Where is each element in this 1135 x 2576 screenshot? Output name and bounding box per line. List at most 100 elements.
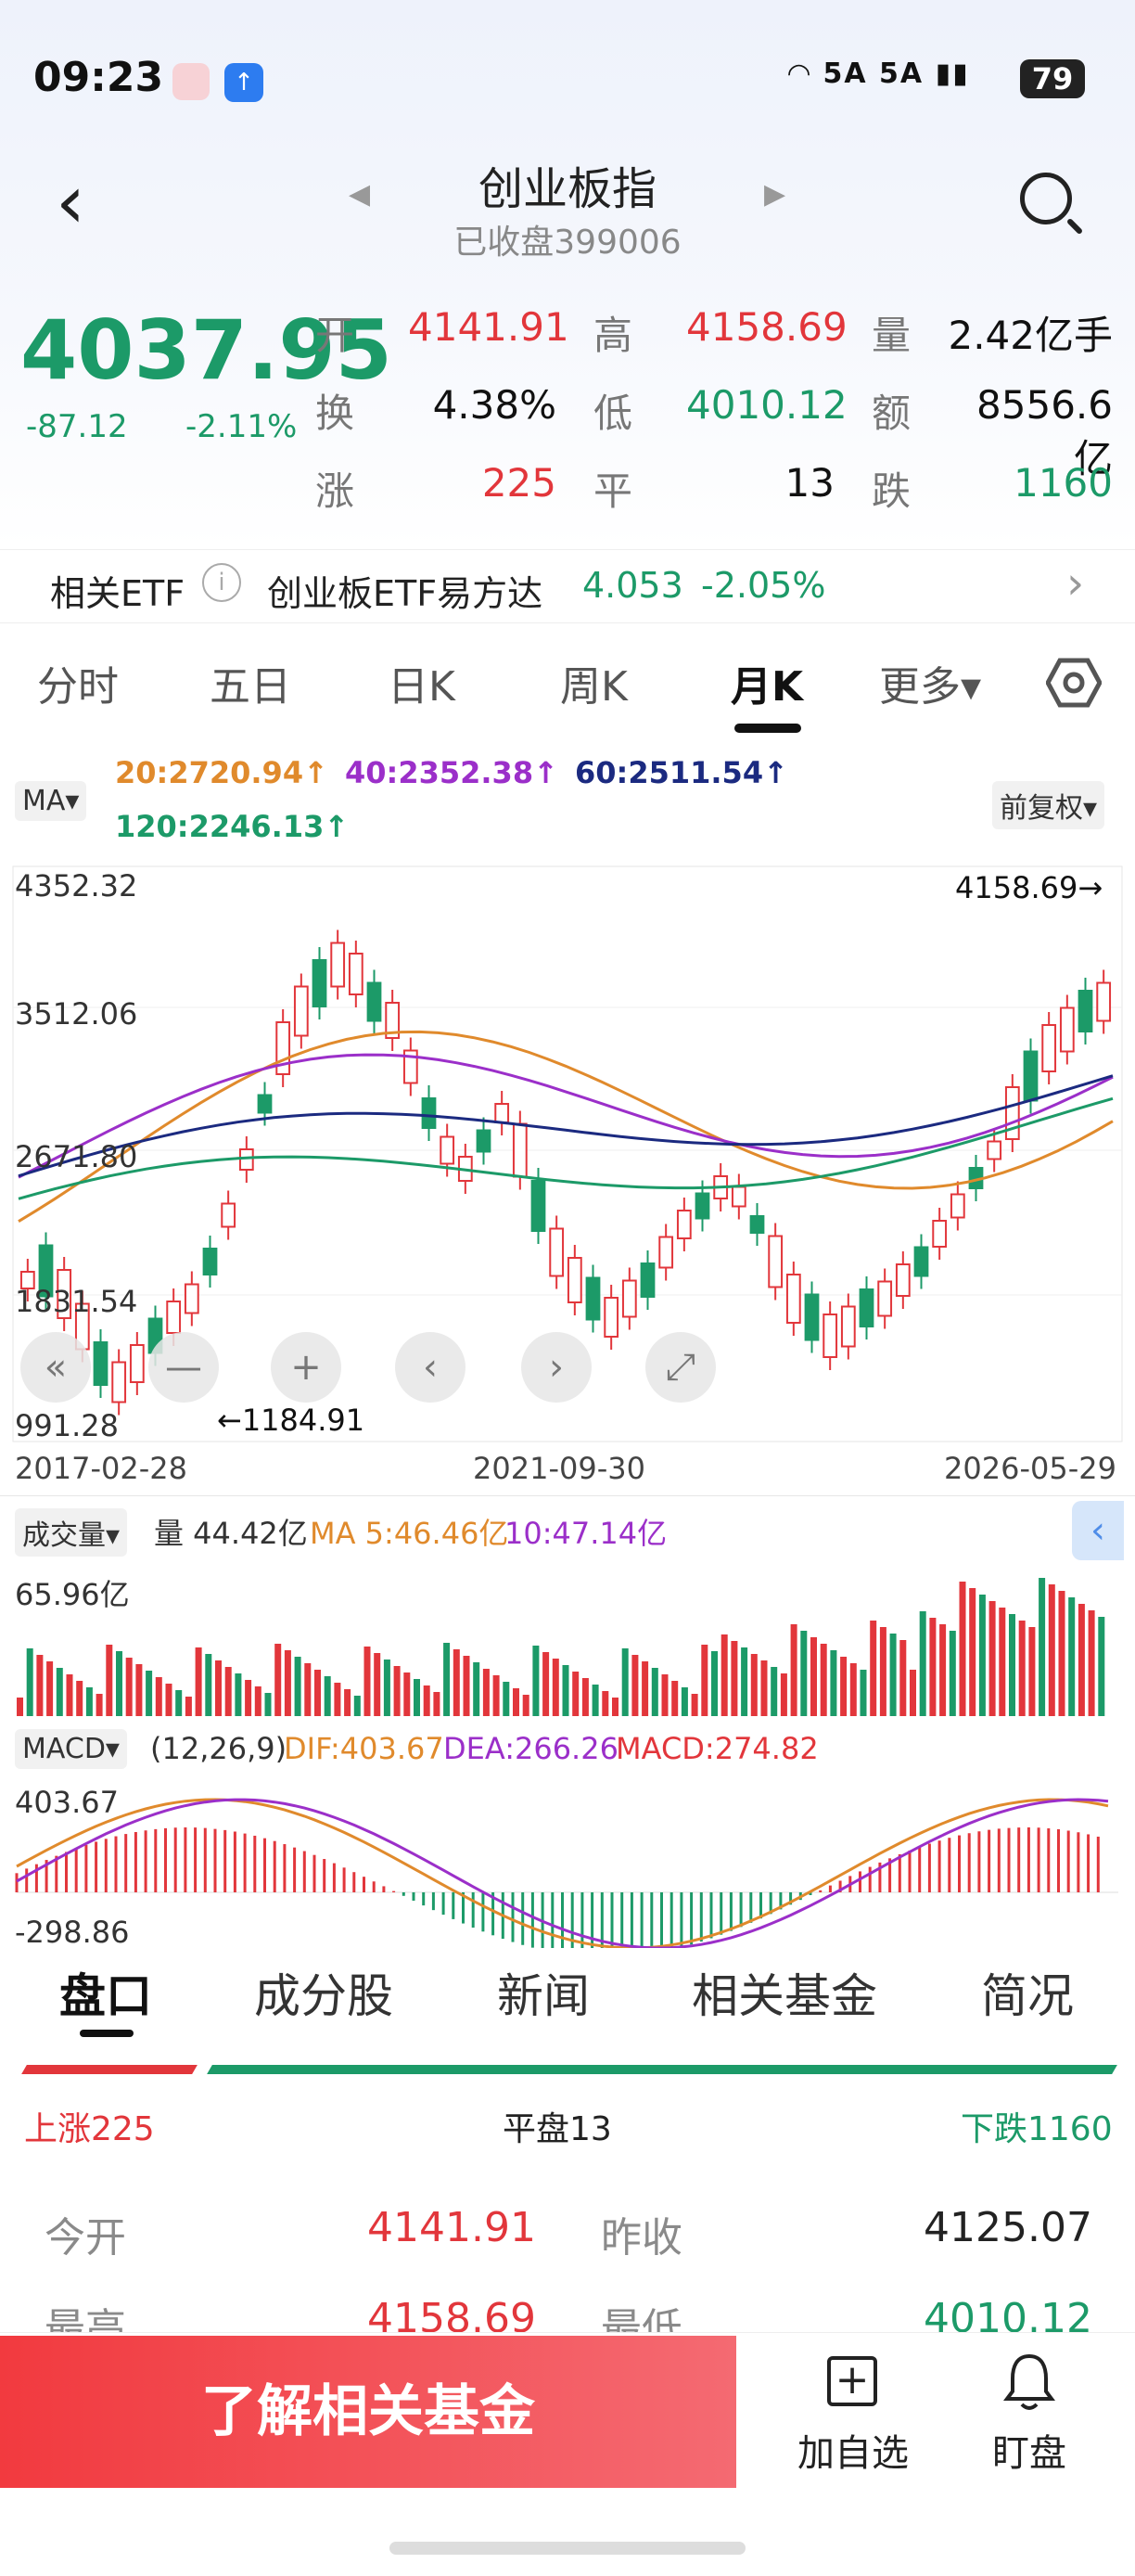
macd-chart (15, 1798, 1118, 1948)
ma120-line (18, 1096, 1114, 1200)
signal-icon: ▮▮ (924, 58, 970, 90)
volume-bar (294, 1657, 301, 1716)
tab-detail[interactable]: 成分股 (254, 1969, 393, 2023)
tab-period[interactable]: 五日 (210, 663, 291, 711)
low-marker: ←1184.91 (217, 1403, 365, 1438)
volume-bar (542, 1652, 550, 1716)
volume-bar (771, 1667, 778, 1716)
info-icon[interactable]: i (202, 563, 241, 602)
breadth-down-bar (207, 2065, 1117, 2074)
stat-label: 平 (593, 468, 633, 514)
candle-body (1059, 1006, 1075, 1053)
candle-body (1041, 1024, 1057, 1072)
volume-bar (215, 1660, 222, 1716)
etf-label: 相关ETF (50, 573, 185, 614)
tab-detail[interactable]: 相关基金 (692, 1969, 877, 2023)
tab-detail[interactable]: 新闻 (497, 1969, 590, 2023)
volume-bar (532, 1646, 540, 1716)
scroll-right-button[interactable]: › (521, 1332, 592, 1403)
volume-bar (522, 1695, 529, 1716)
tab-detail[interactable]: 盘口 (59, 1969, 152, 2023)
macd-selector[interactable]: MACD▾ (15, 1729, 127, 1769)
volume-bar (26, 1648, 33, 1716)
candle-body (987, 1140, 1002, 1160)
volume-bar (235, 1673, 242, 1716)
volume-bar (403, 1672, 411, 1716)
stat-value: 225 (481, 460, 556, 506)
page-title: 创业板指 (478, 163, 657, 215)
adjust-selector[interactable]: 前复权▾ (992, 781, 1105, 829)
tab-period[interactable]: 分时 (37, 663, 119, 711)
volume-bar (254, 1686, 261, 1716)
candle-body (385, 1002, 401, 1039)
volume-bar (651, 1668, 658, 1716)
candle-body (348, 953, 363, 995)
stat-label: 涨 (315, 468, 355, 514)
ma-selector[interactable]: MA▾ (15, 781, 87, 821)
ma20-line (18, 1030, 1114, 1223)
fullscreen-button[interactable]: ⤢ (645, 1332, 716, 1403)
volume-bar (1058, 1591, 1065, 1716)
candle-body (129, 1344, 145, 1383)
volume-selector[interactable]: 成交量▾ (15, 1508, 128, 1557)
triangle-left-icon[interactable]: ◀ (349, 178, 371, 211)
volume-bar (135, 1664, 143, 1716)
candle-body (312, 959, 327, 1007)
volume-bar (195, 1647, 202, 1716)
macd-y-max: 403.67 (15, 1785, 119, 1820)
breadth-flat: 平盘13 (503, 2110, 612, 2148)
volume-bar (1009, 1614, 1015, 1716)
volume-bar (205, 1654, 212, 1716)
volume-y-max: 65.96亿 (15, 1577, 130, 1612)
zoom-in-button[interactable]: + (271, 1332, 341, 1403)
volume-bar (562, 1665, 569, 1716)
volume-bar (284, 1650, 291, 1716)
collapse-panel-button[interactable]: ‹ (1072, 1501, 1124, 1560)
tab-detail[interactable]: 简况 (981, 1969, 1074, 2023)
open-label: 今开 (45, 2214, 126, 2262)
stat-label: 低 (593, 391, 633, 436)
volume-bar (642, 1661, 649, 1716)
candle-body (38, 1244, 54, 1298)
volume-bar (304, 1663, 312, 1716)
related-etf-row[interactable]: 相关ETF i 创业板ETF易方达 4.053 -2.05% › (0, 549, 1135, 623)
ma60-line (18, 1074, 1114, 1178)
volume-bar (760, 1660, 768, 1716)
high-marker: 4158.69→ (955, 870, 1103, 905)
volume-bar (840, 1657, 848, 1716)
volume-bar (741, 1647, 748, 1716)
candle-body (840, 1305, 856, 1348)
open-value: 4141.91 (367, 2204, 536, 2251)
candle-body (585, 1276, 601, 1321)
kline-chart[interactable] (0, 863, 1135, 1493)
tab-period[interactable]: 周K (560, 663, 628, 711)
tab-period[interactable]: 更多▾ (879, 663, 982, 711)
stat-label: 额 (872, 391, 912, 436)
stat-value: 4010.12 (686, 382, 848, 428)
candle-body (768, 1235, 784, 1288)
scroll-left-button[interactable]: ‹ (395, 1332, 465, 1403)
breadth-down: 下跌1160 (961, 2110, 1113, 2148)
hexagon-settings-icon[interactable] (1045, 655, 1103, 711)
tab-period[interactable]: 月K (731, 663, 804, 711)
scroll-left-fast-button[interactable]: « (20, 1332, 91, 1403)
volume-bar (879, 1627, 886, 1716)
tab-period[interactable]: 日K (388, 663, 455, 711)
volume-bar (800, 1631, 808, 1716)
triangle-right-icon[interactable]: ▶ (764, 178, 786, 211)
macd-value: MACD:274.82 (616, 1731, 819, 1766)
volume-bar (929, 1618, 937, 1716)
stat-label: 跌 (872, 468, 912, 514)
candle-body (440, 1135, 455, 1165)
watch-button[interactable]: 盯盘 (946, 2351, 1113, 2480)
candle-body (932, 1220, 948, 1248)
search-icon[interactable] (1020, 173, 1072, 224)
volume-bar (978, 1595, 986, 1716)
volume-bar (165, 1684, 172, 1716)
learn-funds-button[interactable]: 了解相关基金 (0, 2336, 736, 2488)
volume-bar (572, 1672, 580, 1716)
add-watchlist-button[interactable]: + 加自选 (779, 2351, 927, 2480)
volume-bar (513, 1688, 519, 1716)
zoom-out-button[interactable]: — (148, 1332, 219, 1403)
chevron-left-icon[interactable]: ‹ (56, 159, 85, 245)
